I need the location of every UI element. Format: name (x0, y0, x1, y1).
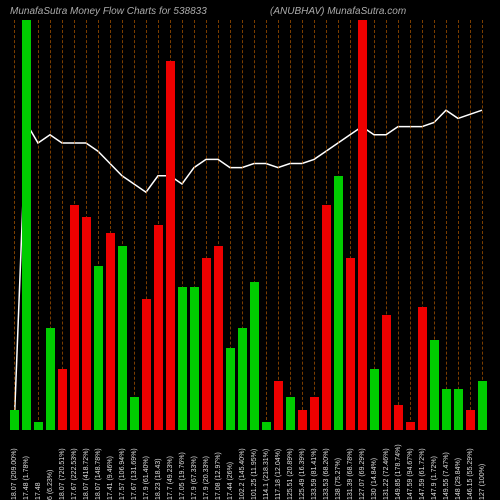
volume-bar (406, 422, 415, 430)
x-axis-label: 148 (29.84%) (455, 430, 462, 500)
grid-line (410, 20, 411, 430)
money-flow-chart (10, 20, 490, 430)
volume-bar (238, 328, 247, 431)
grid-line (458, 20, 459, 430)
volume-bar (454, 389, 463, 430)
volume-bar (382, 315, 391, 430)
x-axis-label: 17.48 (1.78%) (23, 430, 30, 500)
volume-bar (286, 397, 295, 430)
volume-bar (118, 246, 127, 431)
x-axis-label: 146.15 (55.29%) (467, 430, 474, 500)
x-axis-label: 117.18 (12.04%) (275, 430, 282, 500)
x-axis-label: 149.55 (7.47%) (443, 430, 450, 500)
volume-bar (22, 20, 31, 430)
x-axis-label: 127 (100%) (479, 430, 486, 500)
x-axis-labels: 18.07 (209.00%) 17.48 (1.78%) 17.48 6 (6.23… (10, 430, 490, 500)
volume-bar (58, 369, 67, 431)
volume-bar (154, 225, 163, 430)
x-axis-label: 133.53 (68.20%) (323, 430, 330, 500)
volume-bar (394, 405, 403, 430)
x-axis-label: 17.44 (26%) (227, 430, 234, 500)
volume-bar (442, 389, 451, 430)
x-axis-label: 17.67 (222.53%) (71, 430, 78, 500)
x-axis-label: 17.48 (35, 430, 42, 500)
grid-line (482, 20, 483, 430)
x-axis-label: 125.49 (16.39%) (299, 430, 306, 500)
x-axis-label: 138 (75.27%) (335, 430, 342, 500)
x-axis-label: 102.2 (145.40%) (239, 430, 246, 500)
x-axis-label: 17.67 (131.69%) (131, 430, 138, 500)
grid-line (38, 20, 39, 430)
x-axis-label: 18.07 (418.72%) (83, 430, 90, 500)
x-axis-label: 125.51 (20.89%) (287, 430, 294, 500)
volume-bar (190, 287, 199, 431)
x-axis-label: 17.41 (9.46%) (107, 430, 114, 500)
x-axis-label: 147.59 (94.67%) (407, 430, 414, 500)
x-axis-label: 17.7 (49.23%) (167, 430, 174, 500)
chart-title-right: (ANUBHAV) MunafaSutra.com (270, 6, 406, 17)
volume-bar (82, 217, 91, 430)
grid-line (134, 20, 135, 430)
x-axis-label: 17.57 (106.94%) (119, 430, 126, 500)
x-axis-label: 127.07 (69.29%) (359, 430, 366, 500)
volume-bar (226, 348, 235, 430)
volume-bar (130, 397, 139, 430)
volume-bar (10, 410, 19, 431)
x-axis-label: 131.22 (72.46%) (383, 430, 390, 500)
x-axis-label: 17.9 (61.40%) (143, 430, 150, 500)
volume-bar (214, 246, 223, 431)
volume-bar (370, 369, 379, 431)
volume-bar (274, 381, 283, 430)
volume-bar (298, 410, 307, 431)
grid-line (266, 20, 267, 430)
x-axis-label: 17.9 (67.33%) (191, 430, 198, 500)
volume-bar (430, 340, 439, 430)
x-axis-label: 133.59 (81.41%) (311, 430, 318, 500)
volume-bar (202, 258, 211, 430)
volume-bar (418, 307, 427, 430)
x-axis-label: 101.25 (11.95%) (251, 430, 258, 500)
volume-bar (322, 205, 331, 431)
grid-line (398, 20, 399, 430)
volume-bar (478, 381, 487, 430)
x-axis-label: 114.1 (218.31%) (263, 430, 270, 500)
volume-bar (166, 61, 175, 430)
x-axis-label: 18.07 (148.78%) (95, 430, 102, 500)
x-axis-label: 18.07 (720.51%) (59, 430, 66, 500)
grid-line (290, 20, 291, 430)
grid-line (278, 20, 279, 430)
volume-bar (94, 266, 103, 430)
chart-title-left: MunafaSutra Money Flow Charts for 538833 (10, 6, 207, 17)
volume-bar (106, 233, 115, 430)
x-axis-label: 149.85 (178.74%) (395, 430, 402, 500)
x-axis-label: 131.39 (68.78%) (347, 430, 354, 500)
volume-bar (346, 258, 355, 430)
volume-bar (70, 205, 79, 431)
x-axis-label: 17.05 (19.76%) (179, 430, 186, 500)
x-axis-label: 6 (6.23%) (47, 430, 54, 500)
x-axis-label: 17.9 (20.33%) (203, 430, 210, 500)
grid-line (446, 20, 447, 430)
grid-line (302, 20, 303, 430)
volume-bar (250, 282, 259, 430)
x-axis-label: 147.9 (1.72%) (431, 430, 438, 500)
volume-bar (46, 328, 55, 431)
volume-bar (262, 422, 271, 430)
x-axis-label: 18.07 (209.00%) (11, 430, 18, 500)
grid-line (314, 20, 315, 430)
grid-line (14, 20, 15, 430)
volume-bar (358, 20, 367, 430)
volume-bar (334, 176, 343, 430)
volume-bar (466, 410, 475, 431)
grid-line (470, 20, 471, 430)
x-axis-label: 17.08 (12.97%) (215, 430, 222, 500)
x-axis-label: 147.59 (61.72%) (419, 430, 426, 500)
volume-bar (178, 287, 187, 431)
volume-bar (310, 397, 319, 430)
x-axis-label: 130 (14.84%) (371, 430, 378, 500)
volume-bar (34, 422, 43, 430)
volume-bar (142, 299, 151, 430)
x-axis-label: 18.23 (18.43) (155, 430, 162, 500)
